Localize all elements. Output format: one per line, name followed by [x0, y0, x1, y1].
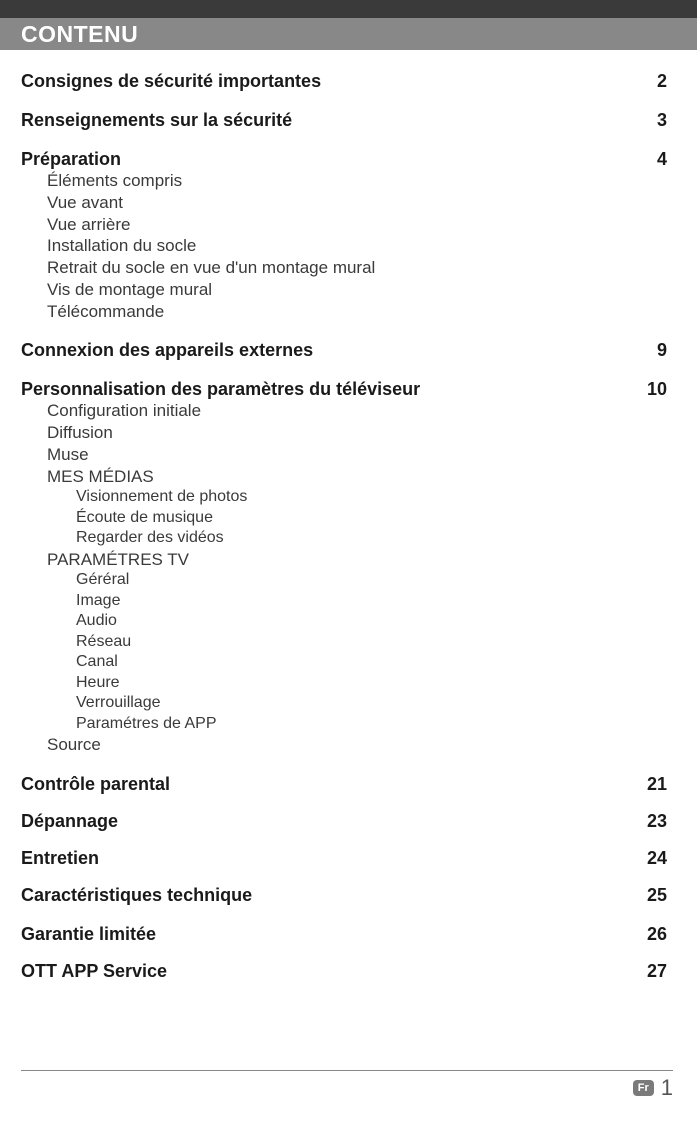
- toc-row: Préparation 4: [21, 149, 673, 170]
- toc-section: Préparation 4 Éléments compris Vue avant…: [21, 149, 673, 322]
- page-number: 24: [647, 848, 673, 869]
- toc-sub2: Heure: [21, 673, 673, 693]
- toc-row: Personnalisation des paramètres du télév…: [21, 379, 673, 400]
- toc-section: Connexion des appareils externes 9: [21, 340, 673, 361]
- toc-sub: Vue avant: [21, 192, 673, 214]
- toc-sub: Télécommande: [21, 301, 673, 323]
- footer-page-number: 1: [661, 1075, 673, 1101]
- toc-section: OTT APP Service 27: [21, 961, 673, 982]
- toc-sub2: Visionnement de photos: [21, 487, 673, 507]
- toc-sub: Muse: [21, 444, 673, 466]
- toc-sub2: Canal: [21, 652, 673, 672]
- toc-section: Consignes de sécurité importantes 2: [21, 71, 673, 92]
- footer-rule-wrap: [21, 1054, 673, 1071]
- toc-section: Caractéristiques technique 25: [21, 885, 673, 906]
- toc-row: Garantie limitée 26: [21, 924, 673, 945]
- toc-sub2: Paramétres de APP: [21, 714, 673, 734]
- toc-section: Personnalisation des paramètres du télév…: [21, 379, 673, 756]
- section-title: Renseignements sur la sécurité: [21, 110, 292, 131]
- section-title: Garantie limitée: [21, 924, 156, 945]
- toc-row: Entretien 24: [21, 848, 673, 869]
- toc-sub: Retrait du socle en vue d'un montage mur…: [21, 257, 673, 279]
- header-title: CONTENU: [21, 21, 138, 48]
- language-badge: Fr: [633, 1080, 654, 1096]
- toc-sub: PARAMÉTRES TV: [21, 549, 673, 571]
- page-number: 21: [647, 774, 673, 795]
- toc-row: Consignes de sécurité importantes 2: [21, 71, 673, 92]
- section-title: Consignes de sécurité importantes: [21, 71, 321, 92]
- toc-sub2: Audio: [21, 611, 673, 631]
- section-title: Personnalisation des paramètres du télév…: [21, 379, 420, 400]
- top-bar: [0, 0, 697, 18]
- toc-sub: Éléments compris: [21, 170, 673, 192]
- page-number: 23: [647, 811, 673, 832]
- toc-section: Renseignements sur la sécurité 3: [21, 110, 673, 131]
- page-number: 3: [657, 110, 673, 131]
- page-number: 9: [657, 340, 673, 361]
- page-number: 27: [647, 961, 673, 982]
- footer: Fr 1: [633, 1075, 673, 1101]
- section-title: Caractéristiques technique: [21, 885, 252, 906]
- toc-sub: MES MÉDIAS: [21, 466, 673, 488]
- toc-sub2: Image: [21, 591, 673, 611]
- toc-sub: Diffusion: [21, 422, 673, 444]
- toc-row: OTT APP Service 27: [21, 961, 673, 982]
- toc-sub: Vis de montage mural: [21, 279, 673, 301]
- toc-container: Consignes de sécurité importantes 2 Rens…: [21, 60, 673, 982]
- section-title: Contrôle parental: [21, 774, 170, 795]
- toc-section: Entretien 24: [21, 848, 673, 869]
- toc-section: Garantie limitée 26: [21, 924, 673, 945]
- toc-sub: Installation du socle: [21, 235, 673, 257]
- section-title: Entretien: [21, 848, 99, 869]
- section-title: Connexion des appareils externes: [21, 340, 313, 361]
- toc-sub2: Verrouillage: [21, 693, 673, 713]
- toc-sub2: Écoute de musique: [21, 508, 673, 528]
- toc-row: Contrôle parental 21: [21, 774, 673, 795]
- footer-rule: [21, 1070, 673, 1071]
- toc-sub2: Géréral: [21, 570, 673, 590]
- toc-sub2: Réseau: [21, 632, 673, 652]
- section-title: OTT APP Service: [21, 961, 167, 982]
- section-title: Dépannage: [21, 811, 118, 832]
- toc-sub: Source: [21, 734, 673, 756]
- toc-sub: Vue arrière: [21, 214, 673, 236]
- page-number: 10: [647, 379, 673, 400]
- toc-section: Contrôle parental 21: [21, 774, 673, 795]
- toc-row: Renseignements sur la sécurité 3: [21, 110, 673, 131]
- section-title: Préparation: [21, 149, 121, 170]
- page-number: 26: [647, 924, 673, 945]
- toc-sub: Configuration initiale: [21, 400, 673, 422]
- toc-section: Dépannage 23: [21, 811, 673, 832]
- toc-row: Caractéristiques technique 25: [21, 885, 673, 906]
- page-number: 2: [657, 71, 673, 92]
- page-number: 25: [647, 885, 673, 906]
- toc-sub2: Regarder des vidéos: [21, 528, 673, 548]
- toc-row: Dépannage 23: [21, 811, 673, 832]
- header-band: CONTENU: [0, 18, 697, 50]
- page-number: 4: [657, 149, 673, 170]
- toc-row: Connexion des appareils externes 9: [21, 340, 673, 361]
